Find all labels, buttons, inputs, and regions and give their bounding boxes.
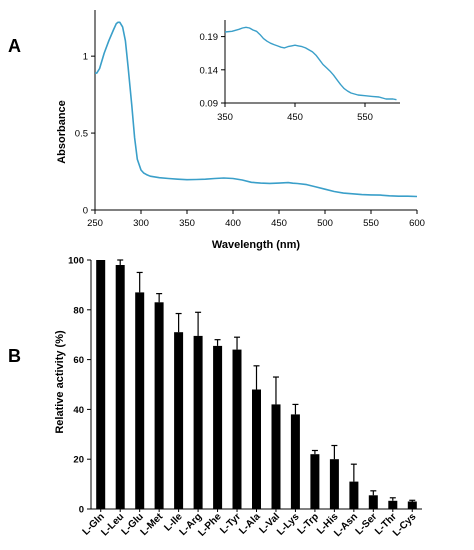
- absorbance-chart: 250 300 350 400 450 500 550 600 0 0.5 1: [75, 10, 425, 229]
- absorbance-x-tick-label: 450: [271, 218, 287, 229]
- activity-bar: [174, 332, 184, 509]
- activity-category-label: L-Met: [139, 511, 166, 538]
- activity-category-label: L-Phe: [196, 511, 224, 539]
- panel-label-a: A: [8, 36, 21, 56]
- inset-x-tick-label: 550: [357, 112, 373, 123]
- activity-bar: [193, 335, 203, 509]
- absorbance-x-axis-title: Wavelength (nm): [212, 239, 301, 251]
- activity-bar: [232, 349, 242, 509]
- absorbance-x-tick-label: 500: [317, 218, 333, 229]
- activity-category-label: L-Cys: [391, 511, 419, 539]
- absorbance-y-tick-label: 0.5: [75, 129, 88, 140]
- activity-bar: [329, 459, 339, 509]
- activity-y-axis-title: Relative activity (%): [54, 330, 66, 434]
- activity-y-tick-label: 20: [73, 455, 84, 466]
- absorbance-line: [95, 21, 418, 198]
- activity-bar: [290, 414, 300, 509]
- activity-bar: [115, 265, 125, 509]
- activity-bar: [154, 302, 164, 509]
- absorbance-y-axis-title: Absorbance: [56, 100, 68, 164]
- activity-bar: [96, 260, 106, 509]
- absorbance-x-tick-label: 400: [225, 218, 241, 229]
- absorbance-y-tick-label: 1: [83, 52, 88, 63]
- panel-label-b: B: [8, 346, 21, 366]
- inset-line: [224, 26, 397, 101]
- activity-bar: [349, 481, 359, 509]
- activity-category-label: L-Lys: [275, 511, 302, 538]
- activity-bar: [271, 404, 281, 509]
- relative-activity-chart: 020406080100L-GlnL-LeuL-GluL-MetL-IleL-A…: [68, 256, 422, 539]
- absorbance-y-tick-label: 0: [83, 206, 88, 217]
- activity-y-tick-label: 100: [68, 256, 84, 267]
- absorbance-x-tick-label: 300: [133, 218, 149, 229]
- activity-bar: [407, 501, 417, 509]
- activity-category-label: L-Leu: [99, 511, 126, 538]
- inset-y-tick-label: 0.09: [200, 99, 219, 110]
- inset-y-tick-label: 0.14: [200, 65, 219, 76]
- activity-bar: [368, 495, 378, 509]
- absorbance-x-tick-label: 350: [179, 218, 195, 229]
- activity-bar: [213, 345, 223, 509]
- absorbance-x-tick-label: 600: [409, 218, 425, 229]
- activity-y-tick-label: 60: [73, 355, 84, 366]
- activity-category-label: L-Ala: [237, 511, 263, 537]
- activity-category-label: L-Trp: [296, 511, 321, 536]
- activity-bar: [252, 389, 261, 509]
- inset-x-tick-label: 350: [217, 112, 233, 123]
- activity-bar: [135, 292, 145, 509]
- activity-bar: [388, 500, 398, 509]
- activity-bar: [310, 454, 320, 509]
- inset-x-tick-label: 450: [287, 112, 303, 123]
- activity-y-tick-label: 0: [79, 505, 84, 516]
- absorbance-x-tick-label: 250: [87, 218, 103, 229]
- absorbance-x-tick-label: 550: [363, 218, 379, 229]
- inset-y-tick-label: 0.19: [200, 32, 219, 43]
- absorbance-inset-chart: 350 450 550 0.09 0.14 0.19: [200, 20, 400, 123]
- activity-y-tick-label: 80: [73, 305, 84, 316]
- activity-y-tick-label: 40: [73, 405, 84, 416]
